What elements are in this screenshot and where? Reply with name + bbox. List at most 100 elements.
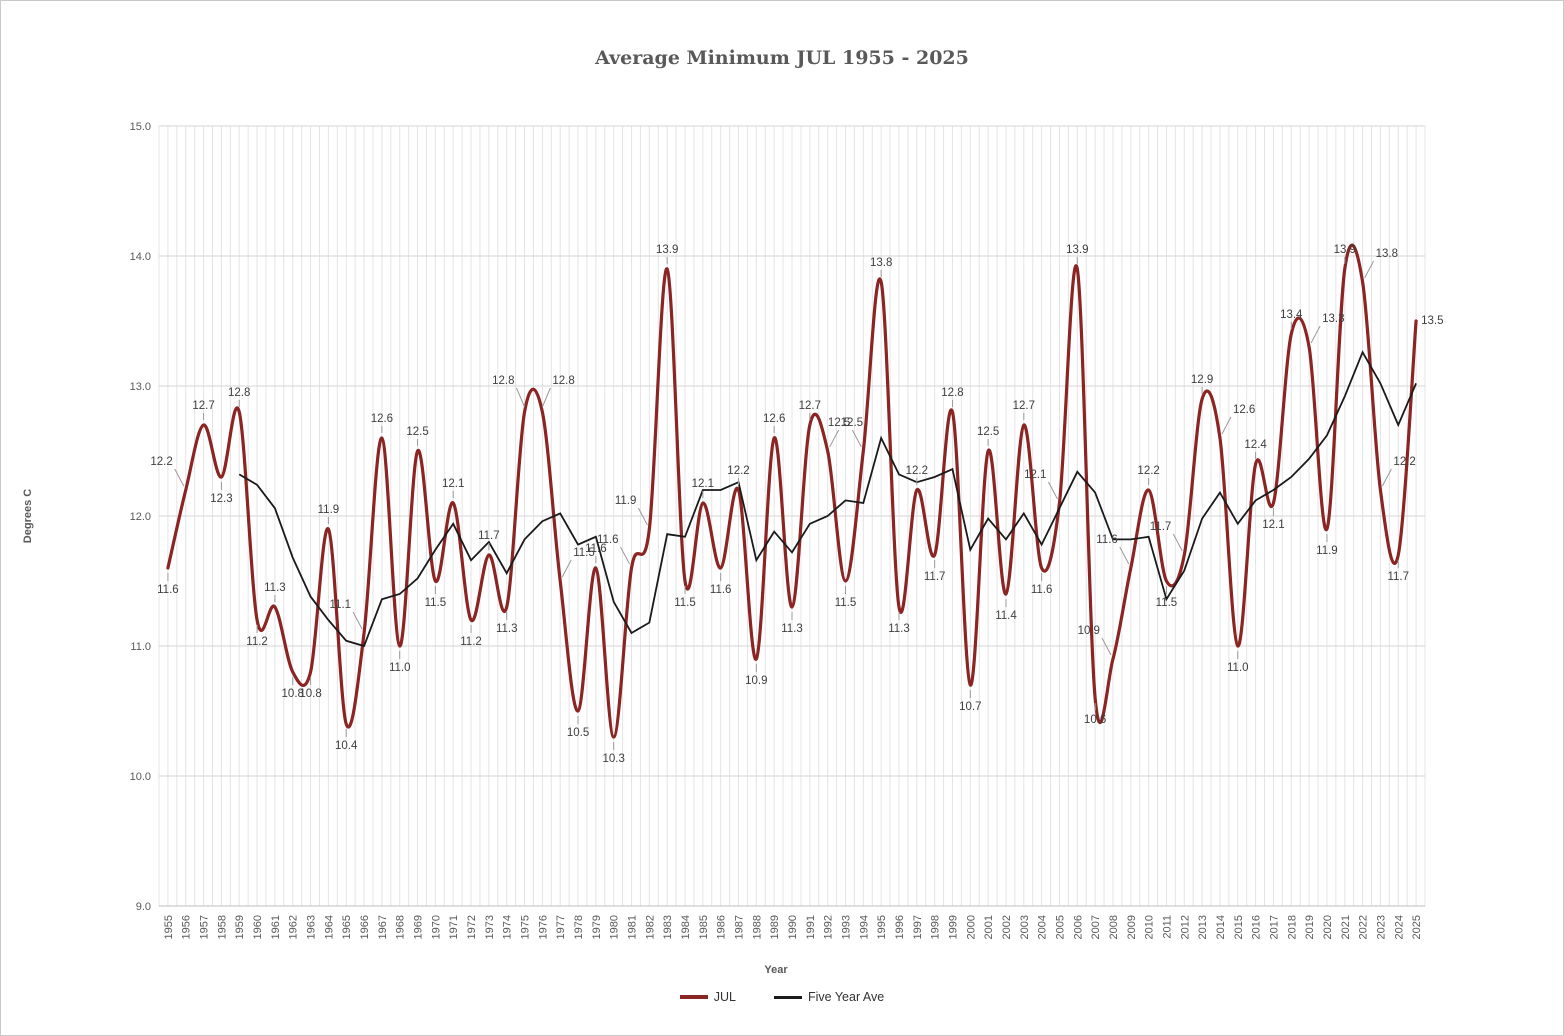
y-tick-labels: 9.0 10.0 11.0 12.0 13.0 14.0 15.0 [130,121,151,913]
svg-text:1981: 1981 [627,915,639,939]
svg-text:15.0: 15.0 [130,121,151,133]
svg-text:11.3: 11.3 [264,582,286,594]
svg-text:12.8: 12.8 [552,375,574,387]
svg-text:12.2: 12.2 [906,465,928,477]
svg-text:1974: 1974 [502,915,514,939]
svg-text:2012: 2012 [1179,915,1191,939]
svg-text:1964: 1964 [323,915,335,939]
svg-text:13.3: 13.3 [1322,313,1344,325]
svg-text:2010: 2010 [1144,915,1156,939]
svg-text:1962: 1962 [288,915,300,939]
svg-text:1957: 1957 [199,915,211,939]
svg-text:11.0: 11.0 [389,662,411,674]
svg-text:13.9: 13.9 [1334,244,1356,256]
legend-label-jul: JUL [713,990,736,1004]
svg-text:1955: 1955 [163,915,175,939]
svg-text:2024: 2024 [1393,915,1405,939]
svg-text:11.5: 11.5 [835,597,857,609]
svg-text:12.7: 12.7 [1013,400,1035,412]
svg-text:2008: 2008 [1108,915,1120,939]
svg-text:12.8: 12.8 [492,375,514,387]
svg-text:1972: 1972 [466,915,478,939]
svg-text:12.9: 12.9 [1191,374,1213,386]
leader-lines [167,257,1399,750]
svg-text:1996: 1996 [894,915,906,939]
svg-text:1978: 1978 [573,915,585,939]
svg-text:11.6: 11.6 [597,534,619,546]
svg-text:2011: 2011 [1161,915,1173,939]
svg-text:1979: 1979 [591,915,603,939]
svg-text:10.4: 10.4 [335,740,358,752]
chart-title: Average Minimum JUL 1955 - 2025 [595,47,969,69]
svg-text:12.6: 12.6 [1233,404,1255,416]
svg-text:12.1: 12.1 [1024,469,1046,481]
svg-text:12.1: 12.1 [692,478,714,490]
svg-text:12.2: 12.2 [1393,456,1415,468]
svg-text:12.1: 12.1 [1262,519,1284,531]
svg-text:13.8: 13.8 [870,257,892,269]
svg-text:12.3: 12.3 [210,493,232,505]
svg-text:2014: 2014 [1215,915,1227,939]
svg-text:1963: 1963 [306,915,318,939]
svg-text:1976: 1976 [537,915,549,939]
svg-text:1959: 1959 [234,915,246,939]
svg-text:11.5: 11.5 [1156,597,1178,609]
jul-series-line [166,243,1418,739]
svg-text:1965: 1965 [341,915,353,939]
svg-text:2006: 2006 [1072,915,1084,939]
svg-text:11.2: 11.2 [246,636,268,648]
svg-text:2022: 2022 [1358,915,1370,939]
legend-swatch-five-year-ave [774,995,802,999]
svg-text:11.3: 11.3 [888,623,910,635]
svg-text:1991: 1991 [805,915,817,939]
svg-text:1983: 1983 [662,915,674,939]
svg-text:11.7: 11.7 [478,530,500,542]
svg-text:12.7: 12.7 [799,400,821,412]
svg-text:1967: 1967 [377,915,389,939]
svg-text:12.2: 12.2 [150,456,172,468]
svg-text:13.5: 13.5 [1421,315,1443,327]
svg-text:14.0: 14.0 [130,251,151,263]
svg-text:11.6: 11.6 [1096,534,1118,546]
svg-text:13.4: 13.4 [1280,309,1303,321]
svg-text:1969: 1969 [413,915,425,939]
svg-text:2023: 2023 [1375,915,1387,939]
svg-text:12.5: 12.5 [406,426,428,438]
svg-text:1998: 1998 [930,915,942,939]
svg-text:13.9: 13.9 [656,244,678,256]
svg-text:2020: 2020 [1322,915,1334,939]
svg-text:1989: 1989 [769,915,781,939]
svg-text:1994: 1994 [858,915,870,939]
svg-text:12.6: 12.6 [371,413,393,425]
svg-text:11.9: 11.9 [615,495,637,507]
svg-text:1961: 1961 [270,915,282,939]
svg-text:11.6: 11.6 [1031,584,1053,596]
svg-text:13.9: 13.9 [1066,244,1088,256]
svg-text:1987: 1987 [734,915,746,939]
svg-text:11.6: 11.6 [710,584,732,596]
svg-text:1999: 1999 [947,915,959,939]
svg-text:1956: 1956 [181,915,193,939]
legend-item-five-year-ave: Five Year Ave [774,990,884,1004]
svg-text:2009: 2009 [1126,915,1138,939]
svg-text:11.5: 11.5 [425,597,447,609]
svg-text:1995: 1995 [876,915,888,939]
svg-text:9.0: 9.0 [136,901,151,913]
svg-text:2004: 2004 [1037,915,1049,939]
svg-text:12.5: 12.5 [977,426,999,438]
svg-text:1960: 1960 [252,915,264,939]
svg-text:2003: 2003 [1019,915,1031,939]
five-year-ave-line [238,350,1417,648]
svg-text:10.8: 10.8 [282,688,304,700]
svg-text:10.7: 10.7 [959,701,981,713]
svg-text:1986: 1986 [716,915,728,939]
svg-text:1966: 1966 [359,915,371,939]
svg-text:11.7: 11.7 [1150,521,1172,533]
svg-text:10.8: 10.8 [299,688,321,700]
svg-text:2007: 2007 [1090,915,1102,939]
svg-text:11.1: 11.1 [330,599,352,611]
svg-text:11.3: 11.3 [496,623,518,635]
legend-swatch-jul [679,995,708,999]
